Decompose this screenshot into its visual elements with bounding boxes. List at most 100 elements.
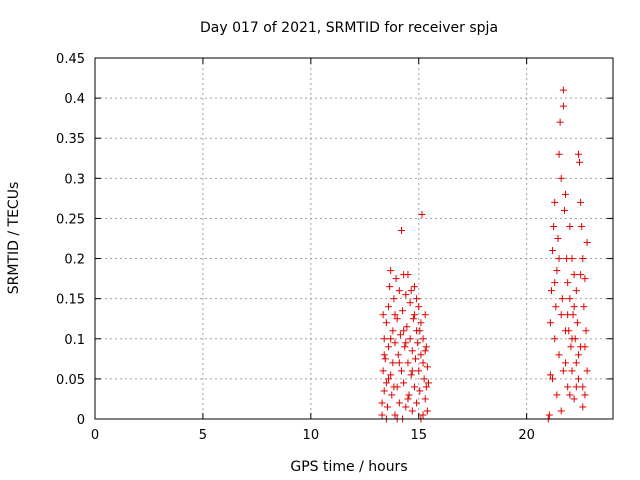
data-point	[404, 271, 412, 279]
data-point	[379, 311, 387, 319]
data-point	[580, 303, 588, 311]
data-point	[408, 367, 416, 375]
data-point	[409, 315, 417, 323]
data-point	[413, 295, 421, 303]
data-point	[410, 311, 418, 319]
data-point	[414, 339, 422, 347]
data-point	[382, 379, 390, 387]
data-point	[568, 367, 576, 375]
data-point	[564, 311, 572, 319]
y-tick-label: 0.1	[64, 333, 85, 348]
data-point	[549, 247, 557, 255]
y-axis-label: SRMTID / TECUs	[6, 182, 22, 295]
x-tick-label: 20	[518, 428, 535, 443]
data-point	[422, 383, 430, 391]
data-point	[573, 319, 581, 327]
y-tick-label: 0.2	[64, 253, 85, 268]
data-point	[546, 371, 554, 379]
data-point	[564, 279, 572, 287]
data-point	[415, 367, 423, 375]
data-point	[422, 343, 430, 351]
data-point	[424, 379, 432, 387]
data-point	[566, 295, 574, 303]
data-point	[378, 411, 386, 419]
data-point	[391, 311, 399, 319]
data-point	[391, 411, 399, 419]
data-point	[401, 343, 409, 351]
data-point	[581, 343, 589, 351]
data-point	[557, 174, 565, 182]
data-point	[549, 375, 557, 383]
data-point	[557, 311, 565, 319]
data-point	[577, 198, 585, 206]
data-point	[576, 158, 584, 166]
data-point	[420, 375, 428, 383]
data-point	[382, 319, 390, 327]
data-point	[553, 391, 561, 399]
data-point	[381, 355, 389, 363]
data-point	[559, 86, 567, 94]
data-point	[391, 339, 399, 347]
data-point	[393, 315, 401, 323]
data-point	[558, 295, 566, 303]
y-tick-label: 0.25	[56, 212, 85, 227]
plot-frame	[94, 57, 614, 420]
data-point	[397, 226, 405, 234]
data-point	[570, 271, 578, 279]
data-point	[385, 303, 393, 311]
data-point	[557, 407, 565, 415]
data-point	[390, 295, 398, 303]
data-point	[553, 267, 561, 275]
data-point	[419, 335, 427, 343]
data-point	[417, 351, 425, 359]
y-tick-label: 0.4	[64, 92, 85, 107]
data-point	[389, 327, 397, 335]
y-tick-label: 0.05	[56, 373, 85, 388]
data-point	[423, 363, 431, 371]
data-point	[408, 347, 416, 355]
data-point	[387, 371, 395, 379]
data-point	[407, 287, 415, 295]
data-point	[402, 403, 410, 411]
data-point	[379, 367, 387, 375]
x-axis-label: GPS time / hours	[290, 459, 407, 475]
data-point	[562, 190, 570, 198]
data-point	[582, 327, 590, 335]
data-point	[395, 399, 403, 407]
data-point	[559, 367, 567, 375]
data-point	[410, 283, 418, 291]
x-tick-label: 5	[199, 428, 207, 443]
data-point	[581, 275, 589, 283]
data-point	[418, 210, 426, 218]
data-point	[406, 299, 414, 307]
data-point	[417, 319, 425, 327]
data-point	[581, 391, 589, 399]
data-point	[400, 379, 408, 387]
data-point	[555, 255, 563, 263]
data-point	[386, 283, 394, 291]
data-point	[415, 303, 423, 311]
data-point	[559, 102, 567, 110]
y-tick-label: 0.35	[56, 132, 85, 147]
x-tick-label: 10	[303, 428, 320, 443]
data-point	[574, 150, 582, 158]
data-point	[421, 311, 429, 319]
data-point	[397, 367, 405, 375]
data-point	[577, 271, 585, 279]
data-point	[551, 335, 559, 343]
data-point	[419, 359, 427, 367]
data-point	[408, 407, 416, 415]
y-tick-label: 0.45	[56, 52, 85, 67]
data-point	[387, 267, 395, 275]
data-point	[387, 335, 395, 343]
data-point	[579, 403, 587, 411]
data-point	[380, 351, 388, 359]
data-point	[579, 255, 587, 263]
x-tick-label: 0	[91, 428, 99, 443]
data-point	[378, 399, 386, 407]
data-point	[556, 118, 564, 126]
data-point	[560, 206, 568, 214]
y-tick-label: 0	[77, 413, 85, 428]
data-point	[416, 387, 424, 395]
